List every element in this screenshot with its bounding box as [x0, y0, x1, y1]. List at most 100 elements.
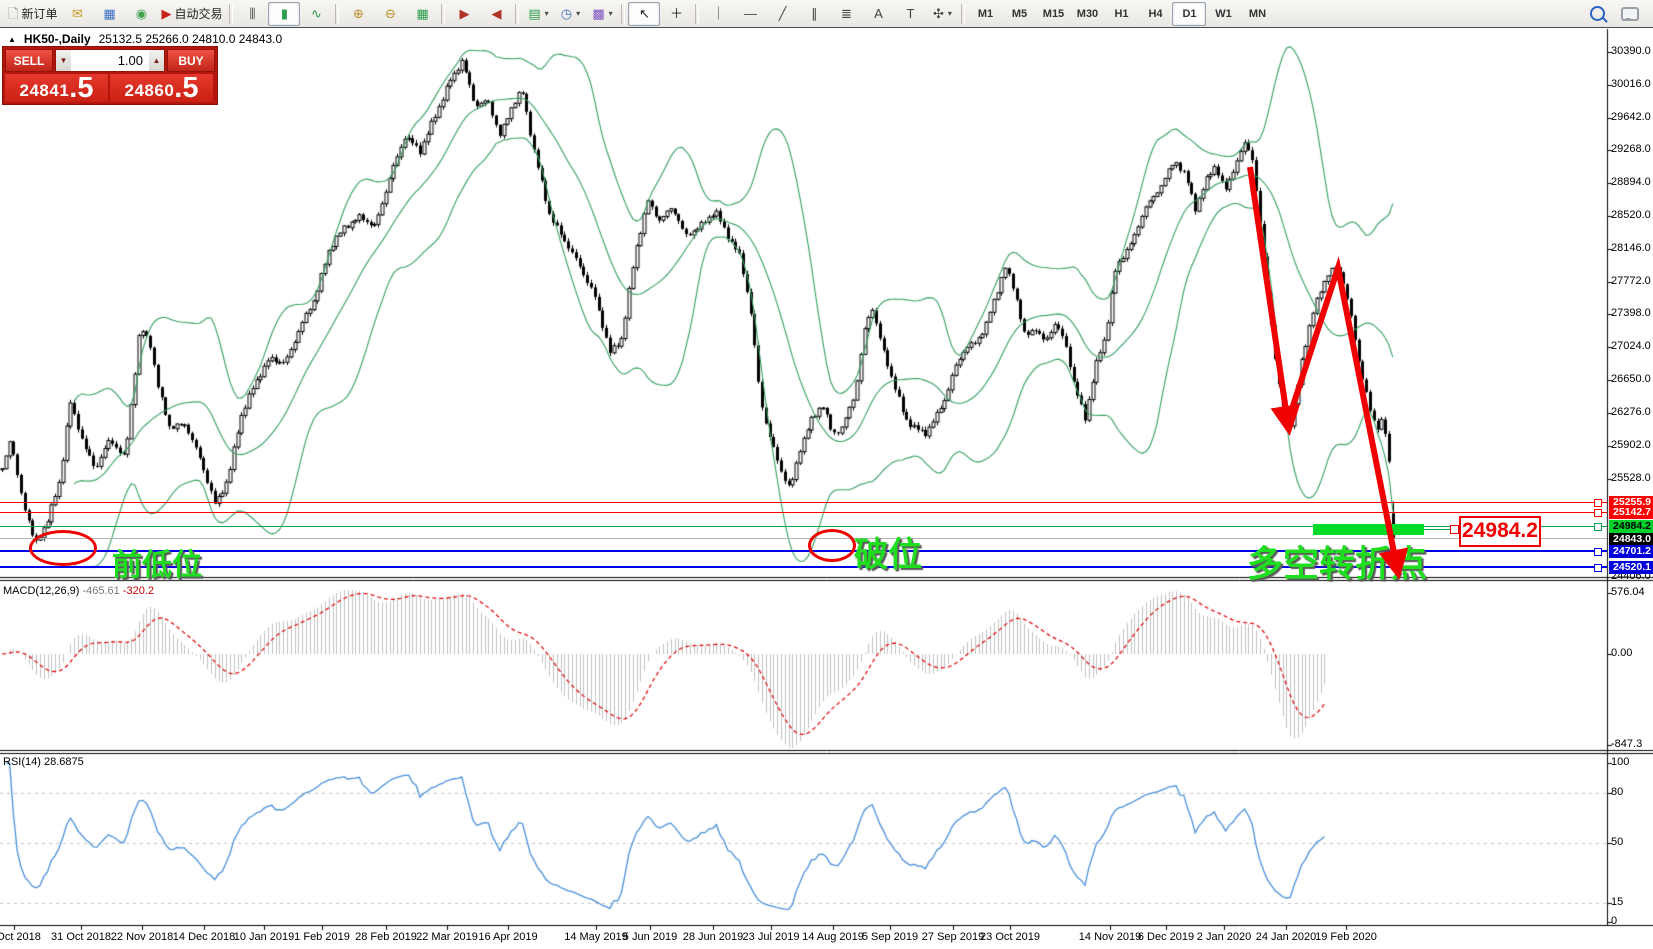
toolbar-right-group	[1590, 6, 1649, 21]
support-line-2[interactable]	[0, 565, 1607, 568]
chart-settings-icon[interactable]: ▩ ▾	[586, 2, 618, 26]
horizontal-line-tool-icon-glyph: —	[743, 6, 757, 21]
volume-up-button[interactable]: ▲	[149, 50, 164, 71]
autotrading-button[interactable]: ▶ 自动交易	[157, 2, 226, 26]
trendline-tool-icon[interactable]: ╱	[766, 2, 798, 26]
new-order-glyph: 🗋	[8, 6, 19, 21]
profiles-clock-icon-dropdown[interactable]: ▾	[576, 9, 581, 18]
mailbox-icon[interactable]: ✉	[61, 2, 93, 26]
price-axis-label: 26650.0	[1611, 373, 1651, 386]
support-line-1-badge: 24701.2	[1609, 545, 1653, 559]
auto-scroll-icon[interactable]: ▶	[448, 2, 480, 26]
annotation-turning-point[interactable]: 多空转折点	[1247, 543, 1428, 584]
buy-button[interactable]: BUY	[167, 49, 215, 72]
pivot-line-green-marker[interactable]	[1594, 523, 1602, 532]
navigator-icon[interactable]: ◉	[125, 2, 157, 26]
annotation-previous-low[interactable]: 前低位	[112, 549, 202, 582]
mailbox-icon-glyph: ✉	[72, 6, 83, 21]
volume-input[interactable]	[71, 50, 149, 71]
crosshair-tool-icon[interactable]: ＋	[660, 2, 692, 26]
date-axis-label: 28 Feb 2019	[355, 931, 417, 943]
timeframe-h4-button[interactable]: H4	[1148, 7, 1163, 20]
zoom-in-icon-glyph: ⊕	[353, 6, 364, 21]
line-chart-icon[interactable]: ∿	[300, 2, 332, 26]
price-axis-label: 28520.0	[1611, 209, 1651, 222]
support-line-2-marker[interactable]	[1594, 563, 1602, 572]
date-axis-label: 6 Dec 2019	[1137, 931, 1195, 943]
support-line-1[interactable]	[0, 550, 1607, 553]
price-axis-label: 30390.0	[1611, 44, 1651, 57]
tile-windows-icon[interactable]: ▦	[406, 2, 438, 26]
toolbar-separator	[229, 3, 234, 24]
zoom-out-icon-glyph: ⊖	[385, 6, 396, 21]
timeframe-h1-button[interactable]: H1	[1114, 7, 1129, 20]
timeframe-m15-button[interactable]: M15	[1042, 7, 1065, 20]
chat-icon[interactable]	[1621, 6, 1639, 21]
chart-shift-icon[interactable]: ◀	[480, 2, 512, 26]
new-chart-icon[interactable]: ▤ ▾	[522, 2, 554, 26]
resistance-line-1[interactable]	[0, 501, 1607, 503]
timeframe-d1-button[interactable]: D1	[1172, 1, 1207, 26]
pivot-line-green[interactable]	[0, 525, 1607, 527]
chart-settings-icon-dropdown[interactable]: ▾	[608, 9, 613, 18]
vertical-line-tool-icon[interactable]: ｜	[702, 2, 734, 26]
timeframe-w1-button[interactable]: W1	[1215, 7, 1232, 20]
arrows-tool-icon[interactable]: ✣ ▾	[926, 2, 958, 26]
date-axis-label: 28 Jun 2019	[682, 931, 744, 943]
profiles-clock-icon[interactable]: ◷ ▾	[554, 2, 586, 26]
horizontal-line-tool-icon[interactable]: —	[734, 2, 766, 26]
market-watch-icon[interactable]: ▦	[93, 2, 125, 26]
label-tool-icon[interactable]: T	[894, 2, 926, 26]
circle-annotation-breakdown[interactable]	[808, 529, 856, 562]
fibonacci-tool-icon[interactable]: ≣	[830, 2, 862, 26]
fibonacci-tool-icon-glyph: ≣	[841, 6, 852, 21]
new-order-button[interactable]: 🗋 新订单	[4, 2, 61, 26]
timeframe-mn-button[interactable]: MN	[1248, 7, 1267, 20]
symbol-period-label: HK50-,Daily	[23, 32, 91, 46]
resistance-line-2-marker[interactable]	[1594, 509, 1602, 518]
annotation-breakdown[interactable]: 破位	[854, 536, 922, 574]
toolbar-separator	[621, 3, 626, 24]
price-axis-label: 29642.0	[1611, 110, 1651, 123]
sell-price[interactable]: 24841 .5	[5, 74, 108, 103]
new-chart-icon-dropdown[interactable]: ▾	[544, 9, 549, 18]
timeframe-m1-button[interactable]: M1	[977, 7, 994, 20]
current-price-line[interactable]	[0, 538, 1607, 540]
buy-price[interactable]: 24860 .5	[110, 74, 213, 103]
timeframe-m5-button[interactable]: M5	[1011, 7, 1028, 20]
price-axis-label: 27772.0	[1611, 274, 1651, 287]
circle-annotation-previous-low[interactable]	[29, 530, 97, 566]
text-tool-icon[interactable]: A	[862, 2, 894, 26]
resistance-line-1-marker[interactable]	[1594, 499, 1602, 508]
date-axis-label: 9 Oct 2018	[0, 931, 41, 943]
date-axis-label: 14 May 2019	[564, 931, 628, 943]
sell-button[interactable]: SELL	[5, 49, 53, 72]
arrows-tool-icon-dropdown[interactable]: ▾	[947, 9, 952, 18]
rsi-indicator-label: RSI(14) 28.6875	[3, 756, 84, 768]
search-icon[interactable]	[1590, 6, 1605, 21]
date-axis-label: 1 Feb 2019	[294, 931, 350, 943]
channel-tool-icon-glyph: ∥	[811, 6, 818, 21]
price-axis-label: 25902.0	[1611, 438, 1651, 451]
candlestick-chart-icon-glyph: ▮	[280, 6, 289, 21]
resistance-line-2[interactable]	[0, 511, 1607, 513]
zoom-out-icon[interactable]: ⊖	[374, 2, 406, 26]
channel-tool-icon[interactable]: ∥	[798, 2, 830, 26]
date-axis-label: 10 Jan 2019	[233, 931, 295, 943]
chart-shift-icon-glyph: ◀	[491, 6, 502, 21]
zoom-in-icon[interactable]: ⊕	[342, 2, 374, 26]
timeframe-m30-button[interactable]: M30	[1076, 7, 1099, 20]
label-tool-icon-glyph: T	[906, 6, 915, 21]
bar-chart-icon[interactable]: ⫼	[236, 2, 268, 26]
volume-down-button[interactable]: ▼	[56, 50, 71, 71]
support-line-1-marker[interactable]	[1594, 548, 1602, 557]
highlight-zone-rect[interactable]	[1313, 524, 1424, 535]
cursor-tool-icon[interactable]: ↖	[628, 1, 661, 26]
collapse-triangle-icon[interactable]: ▲	[8, 34, 16, 44]
date-axis-label: 14 Nov 2019	[1078, 931, 1142, 943]
chart-title: ▲ HK50-,Daily 25132.5 25266.0 24810.0 24…	[8, 32, 282, 46]
candlestick-chart-icon[interactable]: ▮	[268, 1, 301, 26]
price-callout-label[interactable]: 24984.2	[1459, 516, 1541, 547]
